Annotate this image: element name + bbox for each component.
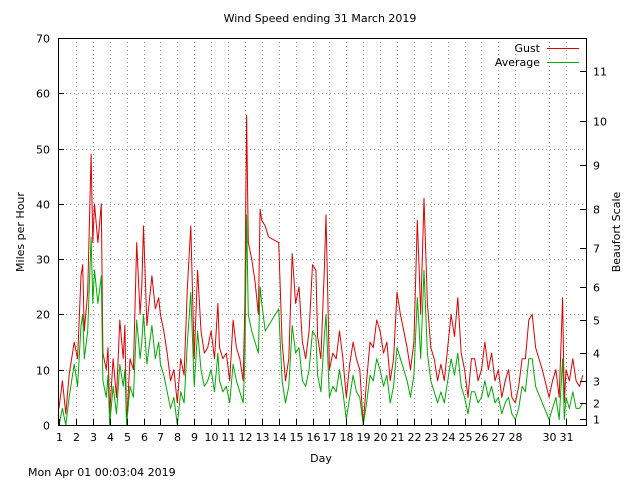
x-tick-label: 31 (560, 431, 574, 444)
x-tick-label: 23 (425, 431, 439, 444)
y2-axis-label: Beaufort Scale (610, 191, 623, 272)
x-tick-label: 24 (442, 431, 456, 444)
series-lines (58, 114, 584, 426)
x-tick-label: 11 (222, 431, 236, 444)
beaufort-tick-label: 7 (593, 243, 600, 256)
x-tick-label: 19 (357, 431, 371, 444)
x-tick-label: 1 (56, 431, 63, 444)
y-tick-label: 50 (36, 144, 50, 157)
x-tick-label: 20 (374, 431, 388, 444)
x-tick-label: 15 (290, 431, 304, 444)
beaufort-tick-label: 6 (593, 282, 600, 295)
beaufort-tick-label: 4 (593, 348, 600, 361)
series-line-gust (58, 114, 584, 426)
y-axis-label: Miles per Hour (14, 192, 27, 272)
x-tick-label: 10 (205, 431, 219, 444)
plot-frame (58, 38, 587, 426)
y-tick-label: 0 (43, 420, 50, 433)
x-tick-label: 28 (509, 431, 523, 444)
x-tick-label: 3 (90, 431, 97, 444)
x-tick-label: 21 (391, 431, 405, 444)
grid (58, 38, 586, 425)
x-tick-label: 27 (492, 431, 506, 444)
beaufort-tick-label: 11 (593, 66, 607, 79)
x-tick-label: 25 (459, 431, 473, 444)
chart-title: Wind Speed ending 31 March 2019 (224, 12, 417, 25)
x-tick-label: 17 (323, 431, 337, 444)
y-tick-label: 10 (36, 365, 50, 378)
x-tick-label: 6 (141, 431, 148, 444)
x-tick-label: 8 (174, 431, 181, 444)
beaufort-tick-label: 2 (593, 398, 600, 411)
beaufort-tick-label: 10 (593, 116, 607, 129)
y-tick-label: 30 (36, 254, 50, 267)
x-tick-label: 13 (256, 431, 270, 444)
beaufort-axis-ticks: 1 2 3 4 5 6 7 8 9 10 11 (580, 66, 607, 427)
beaufort-tick-label: 1 (593, 414, 600, 427)
x-tick-label: 16 (307, 431, 321, 444)
x-tick-label: 9 (191, 431, 198, 444)
y-tick-label: 60 (36, 88, 50, 101)
x-tick-label: 4 (107, 431, 114, 444)
x-axis-label: Day (310, 452, 332, 465)
series-line-average (58, 214, 584, 426)
x-tick-label: 2 (73, 431, 80, 444)
x-tick-label: 26 (475, 431, 489, 444)
x-tick-label: 22 (408, 431, 422, 444)
x-tick-label: 18 (340, 431, 354, 444)
legend-label: Gust (514, 42, 540, 55)
footer-timestamp: Mon Apr 01 00:03:04 2019 (28, 466, 176, 479)
beaufort-tick-label: 8 (593, 204, 600, 217)
legend-label: Average (495, 56, 540, 69)
x-tick-label: 7 (157, 431, 164, 444)
beaufort-tick-label: 3 (593, 376, 600, 389)
x-tick-label: 30 (543, 431, 557, 444)
x-tick-label: 12 (239, 431, 253, 444)
x-axis-ticks: 1 2 3 4 5 6 7 8 9 10 11 12 13 14 15 16 17 18 19 20 21 22 23 24 2… (56, 419, 574, 444)
y-tick-label: 20 (36, 309, 50, 322)
beaufort-tick-label: 9 (593, 160, 600, 173)
beaufort-tick-label: 5 (593, 315, 600, 328)
y-tick-label: 70 (36, 33, 50, 46)
y-axis-ticks: 0 10 20 30 40 50 60 70 (36, 33, 64, 433)
x-tick-label: 14 (273, 431, 287, 444)
x-tick-label: 5 (124, 431, 131, 444)
y-tick-label: 40 (36, 199, 50, 212)
